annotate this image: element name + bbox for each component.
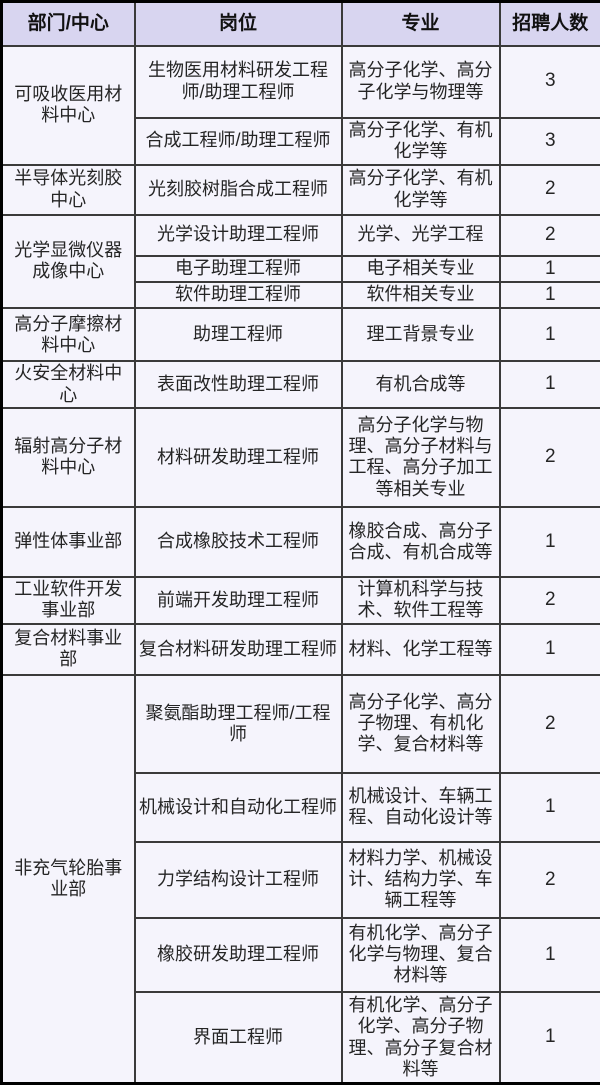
count-cell: 3: [500, 46, 600, 118]
position-cell: 光学设计助理工程师: [135, 215, 342, 256]
table-row: 光学显微仪器成像中心 光学设计助理工程师 光学、光学工程 2: [2, 215, 600, 256]
major-cell: 机械设计、车辆工程、自动化设计等: [342, 773, 500, 842]
dept-cell: 半导体光刻胶中心: [2, 165, 135, 215]
dept-cell: 辐射高分子材料中心: [2, 408, 135, 507]
major-cell: 光学、光学工程: [342, 215, 500, 256]
column-header-department: 部门/中心: [2, 2, 135, 46]
dept-cell: 可吸收医用材料中心: [2, 46, 135, 165]
major-cell: 高分子化学与物理、高分子材料与工程、高分子加工等相关专业: [342, 408, 500, 507]
count-cell: 2: [500, 165, 600, 215]
dept-cell: 高分子摩擦材料中心: [2, 308, 135, 361]
major-cell: 材料力学、机械设计、结构力学、车辆工程等: [342, 842, 500, 918]
count-cell: 3: [500, 118, 600, 165]
position-cell: 复合材料研发助理工程师: [135, 624, 342, 675]
position-cell: 合成工程师/助理工程师: [135, 118, 342, 165]
count-cell: 1: [500, 773, 600, 842]
position-cell: 软件助理工程师: [135, 282, 342, 308]
count-cell: 2: [500, 215, 600, 256]
position-cell: 前端开发助理工程师: [135, 577, 342, 624]
header-row: 部门/中心 岗位 专业 招聘人数: [2, 2, 600, 46]
major-cell: 高分子化学、高分子化学与物理等: [342, 46, 500, 118]
column-header-position: 岗位: [135, 2, 342, 46]
major-cell: 有机合成等: [342, 361, 500, 407]
position-cell: 材料研发助理工程师: [135, 408, 342, 507]
table-row: 火安全材料中心 表面改性助理工程师 有机合成等 1: [2, 361, 600, 407]
table-row: 弹性体事业部 合成橡胶技术工程师 橡胶合成、高分子合成、有机合成等 1: [2, 507, 600, 577]
dept-cell: 弹性体事业部: [2, 507, 135, 577]
dept-cell: 非充气轮胎事业部: [2, 675, 135, 1084]
major-cell: 高分子化学、高分子物理、有机化学、复合材料等: [342, 675, 500, 773]
count-cell: 2: [500, 675, 600, 773]
position-cell: 力学结构设计工程师: [135, 842, 342, 918]
count-cell: 1: [500, 918, 600, 992]
count-cell: 1: [500, 256, 600, 282]
major-cell: 材料、化学工程等: [342, 624, 500, 675]
count-cell: 1: [500, 308, 600, 361]
position-cell: 光刻胶树脂合成工程师: [135, 165, 342, 215]
major-cell: 计算机科学与技术、软件工程等: [342, 577, 500, 624]
count-cell: 2: [500, 577, 600, 624]
major-cell: 橡胶合成、高分子合成、有机合成等: [342, 507, 500, 577]
position-cell: 助理工程师: [135, 308, 342, 361]
count-cell: 1: [500, 282, 600, 308]
count-cell: 1: [500, 507, 600, 577]
dept-cell: 复合材料事业部: [2, 624, 135, 675]
table-row: 复合材料事业部 复合材料研发助理工程师 材料、化学工程等 1: [2, 624, 600, 675]
dept-cell: 工业软件开发事业部: [2, 577, 135, 624]
position-cell: 表面改性助理工程师: [135, 361, 342, 407]
major-cell: 有机化学、高分子化学与物理、复合材料等: [342, 918, 500, 992]
table-row: 辐射高分子材料中心 材料研发助理工程师 高分子化学与物理、高分子材料与工程、高分…: [2, 408, 600, 507]
column-header-major: 专业: [342, 2, 500, 46]
dept-cell: 火安全材料中心: [2, 361, 135, 407]
position-cell: 橡胶研发助理工程师: [135, 918, 342, 992]
major-cell: 软件相关专业: [342, 282, 500, 308]
major-cell: 高分子化学、有机化学等: [342, 165, 500, 215]
table-row: 高分子摩擦材料中心 助理工程师 理工背景专业 1: [2, 308, 600, 361]
count-cell: 1: [500, 361, 600, 407]
table-row: 半导体光刻胶中心 光刻胶树脂合成工程师 高分子化学、有机化学等 2: [2, 165, 600, 215]
position-cell: 合成橡胶技术工程师: [135, 507, 342, 577]
table-row: 工业软件开发事业部 前端开发助理工程师 计算机科学与技术、软件工程等 2: [2, 577, 600, 624]
count-cell: 1: [500, 624, 600, 675]
count-cell: 2: [500, 408, 600, 507]
major-cell: 高分子化学、有机化学等: [342, 118, 500, 165]
major-cell: 电子相关专业: [342, 256, 500, 282]
position-cell: 机械设计和自动化工程师: [135, 773, 342, 842]
major-cell: 有机化学、高分子化学、高分子物理、高分子复合材料等: [342, 992, 500, 1084]
count-cell: 1: [500, 992, 600, 1084]
major-cell: 理工背景专业: [342, 308, 500, 361]
table-row: 可吸收医用材料中心 生物医用材料研发工程师/助理工程师 高分子化学、高分子化学与…: [2, 46, 600, 118]
position-cell: 电子助理工程师: [135, 256, 342, 282]
count-cell: 2: [500, 842, 600, 918]
dept-cell: 光学显微仪器成像中心: [2, 215, 135, 309]
position-cell: 界面工程师: [135, 992, 342, 1084]
table-row: 非充气轮胎事业部 聚氨酯助理工程师/工程师 高分子化学、高分子物理、有机化学、复…: [2, 675, 600, 773]
position-cell: 聚氨酯助理工程师/工程师: [135, 675, 342, 773]
column-header-count: 招聘人数: [500, 2, 600, 46]
position-cell: 生物医用材料研发工程师/助理工程师: [135, 46, 342, 118]
